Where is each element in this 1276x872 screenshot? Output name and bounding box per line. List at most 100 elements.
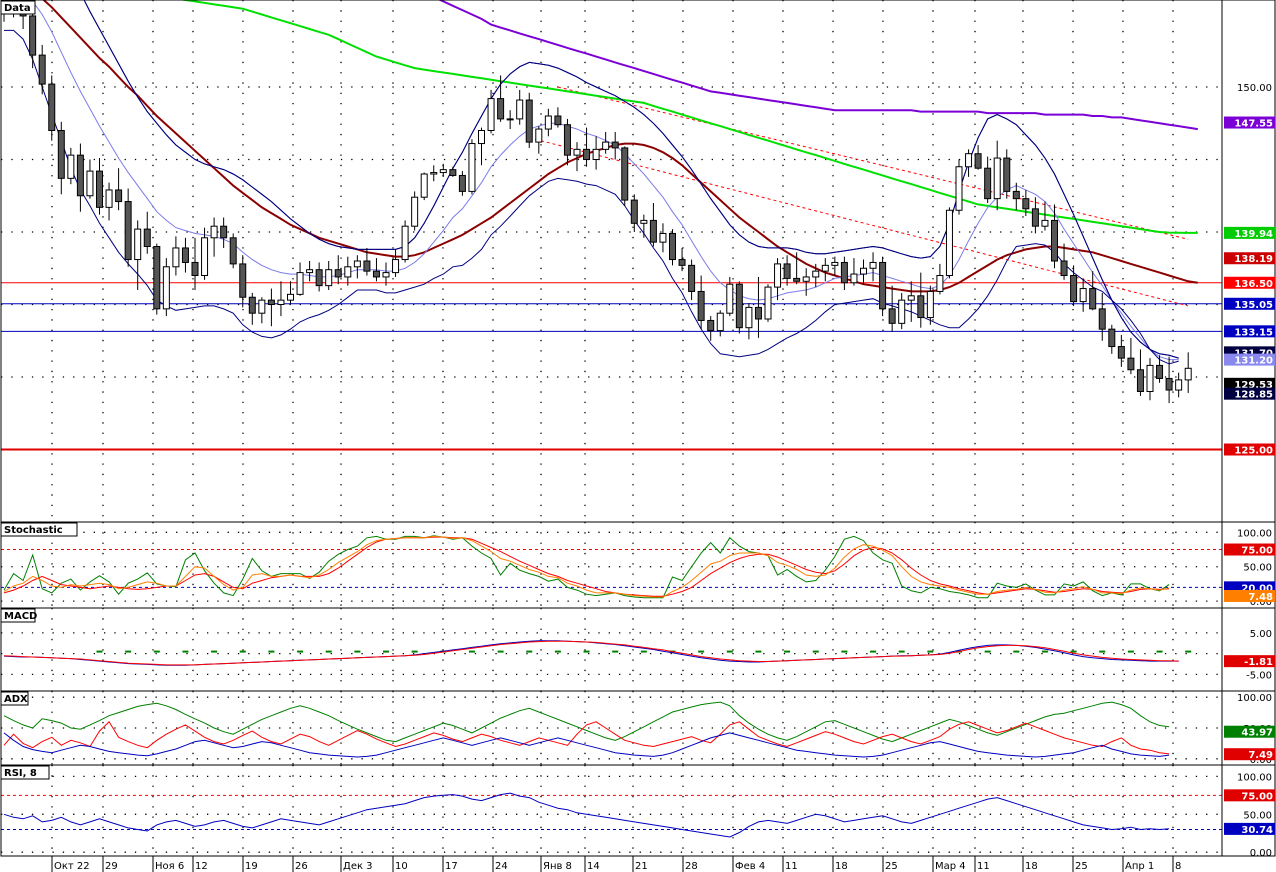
- panel-3-plot: [1, 691, 1222, 765]
- candle: [535, 126, 543, 154]
- candle: [162, 258, 170, 317]
- candle: [945, 207, 953, 279]
- candle: [57, 121, 65, 195]
- candle: [143, 211, 151, 254]
- y-tick-label: 50.00: [1243, 563, 1272, 574]
- candle-body: [563, 124, 571, 156]
- candle-body: [898, 299, 906, 324]
- candle-body: [258, 299, 266, 314]
- price-tag-label: 133.15: [1234, 327, 1273, 338]
- candle-body: [1156, 364, 1164, 379]
- candle-body: [669, 232, 676, 261]
- candle: [239, 255, 247, 308]
- series-line-3: [30, 0, 1179, 361]
- candle: [898, 292, 906, 330]
- candle-body: [1060, 260, 1068, 276]
- panel-title: MACD: [4, 611, 37, 622]
- candle: [38, 44, 46, 95]
- series-line-0: [3, 792, 1170, 838]
- x-tick-label: 26: [295, 861, 308, 872]
- price-tag: [1224, 377, 1275, 390]
- candle: [210, 217, 218, 257]
- price-tag-label: 75.00: [1241, 546, 1273, 557]
- price-tag-label: 136.50: [1234, 279, 1273, 290]
- candle: [306, 261, 314, 282]
- candle: [458, 171, 466, 196]
- candle-body: [611, 141, 619, 149]
- candle: [1022, 189, 1030, 217]
- candle: [1089, 271, 1097, 311]
- candle: [936, 263, 944, 295]
- candle-body: [764, 286, 772, 320]
- series-line-6: [83, 0, 1179, 359]
- candle-body: [860, 267, 867, 275]
- candle-body: [888, 308, 896, 324]
- candle-body: [306, 269, 314, 274]
- candle: [821, 258, 829, 282]
- candle: [277, 281, 285, 317]
- candle-body: [869, 261, 877, 269]
- candle-body: [334, 269, 342, 278]
- y-tick-label: 0.00: [1250, 597, 1272, 608]
- price-tag: [1224, 655, 1275, 668]
- series-line-1: [178, 0, 1198, 234]
- price-tag: [1224, 226, 1275, 239]
- candle: [697, 275, 705, 330]
- candle: [449, 166, 457, 177]
- panel-0: Data 150.00 147.55 139.94 138.19 136.50 135.05…: [0, 0, 1276, 523]
- x-tick-label: 28: [685, 861, 698, 872]
- candle: [172, 236, 180, 276]
- candle: [1165, 356, 1173, 404]
- candle: [430, 165, 438, 182]
- candle-body: [325, 269, 333, 287]
- series-line-2: [42, 0, 1198, 293]
- candle: [1108, 324, 1116, 354]
- candle-body: [1117, 346, 1125, 359]
- candle: [134, 220, 142, 290]
- x-tick-label: Дек 3: [343, 861, 373, 872]
- candle: [229, 233, 237, 269]
- price-tag: [1224, 725, 1275, 738]
- candle-body: [1184, 367, 1192, 381]
- price-tag: [1224, 252, 1275, 265]
- candle: [124, 188, 132, 267]
- x-tick-label: 11: [977, 861, 990, 872]
- candle: [602, 131, 610, 154]
- candle-body: [573, 148, 581, 156]
- price-tag-label: 131.20: [1234, 356, 1273, 367]
- candle: [76, 143, 84, 212]
- candle-body: [458, 174, 466, 192]
- candle-body: [659, 232, 667, 243]
- candle: [783, 255, 791, 286]
- candle: [659, 223, 667, 253]
- candle-body: [1022, 198, 1030, 210]
- panel-2: MACD -5.00 5.00 -1.81: [0, 607, 1276, 692]
- candle: [812, 263, 820, 288]
- panel-1-plot: [1, 522, 1222, 608]
- series-line-1: [3, 536, 1170, 597]
- candle-body: [1165, 377, 1173, 391]
- candle-body: [926, 290, 934, 319]
- candle-body: [945, 209, 953, 276]
- price-tag: [1224, 116, 1275, 129]
- candle: [497, 75, 505, 122]
- candle-body: [411, 196, 419, 227]
- x-tick-label: 19: [245, 861, 258, 872]
- x-tick-label: 24: [495, 861, 508, 872]
- panel-title-box: [0, 608, 36, 623]
- candle: [831, 256, 839, 276]
- candle: [516, 89, 524, 125]
- candle-body: [287, 293, 294, 301]
- y-tick-label: 5.00: [1250, 629, 1272, 640]
- candle: [563, 118, 571, 166]
- panel-4-plot: [1, 765, 1222, 856]
- x-tick-label: 8: [1175, 861, 1181, 872]
- candle-body: [840, 261, 848, 284]
- x-tick-label: 18: [1025, 861, 1038, 872]
- y-tick-label: -5.00: [1246, 670, 1272, 681]
- candle-body: [115, 189, 123, 203]
- candle-body: [105, 189, 113, 208]
- candle: [860, 259, 867, 285]
- candle-body: [506, 118, 514, 121]
- candle-body: [783, 263, 791, 279]
